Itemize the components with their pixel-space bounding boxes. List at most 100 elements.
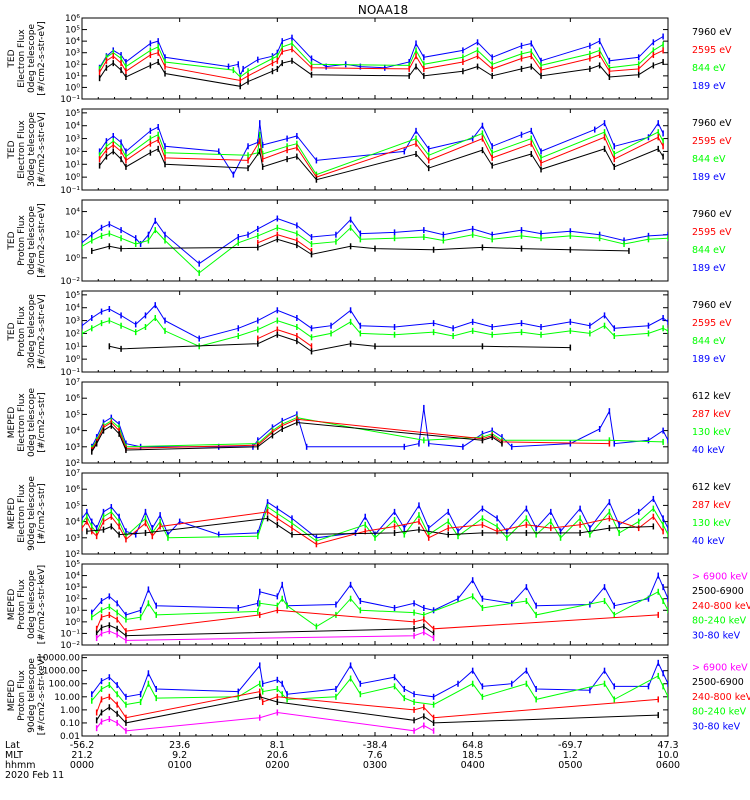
y-axis-label: TED Electron Flux 0deg telescope [#/cm2-s-s… (7, 21, 47, 96)
y-tick-label: 10000.00 (37, 654, 80, 664)
legend-entry: 844 eV (692, 336, 726, 347)
series-line-80-240-kev (91, 675, 668, 706)
series-line--6900-kev (96, 630, 434, 641)
legend-entry: 189 eV (692, 354, 726, 365)
footer-lat-value: -56.2 (70, 740, 95, 751)
legend-entry: 7960 eV (692, 27, 732, 38)
footer-lat-value: -38.4 (363, 740, 388, 751)
y-axis-label-line: [#/cm2-s-str] (37, 483, 47, 543)
legend-entry: 80-240 keV (692, 707, 747, 718)
legend-entry: 612 keV (692, 482, 731, 493)
chart-title: NOAA18 (358, 3, 408, 17)
series-line-40-kev (82, 498, 668, 539)
y-tick-label: 10³ (65, 443, 80, 453)
footer-hhmm-value: 0600 (656, 760, 680, 771)
y-axis-label-line: Proton Flux (17, 670, 27, 721)
y-axis-label-line: MEPED (7, 407, 17, 439)
y-axis-label-line: MEPED (7, 498, 17, 530)
y-tick-label: 1000.00 (43, 667, 80, 677)
series-line-30-80-kev (91, 661, 668, 698)
y-axis-label-line: TED (7, 322, 17, 341)
footer-mlt-value: 10.0 (657, 750, 678, 761)
legend-entry: 2595 eV (692, 227, 732, 238)
series-line-2500-6900 (96, 696, 659, 724)
y-tick-label: 10⁵ (65, 109, 80, 119)
footer-lat-value: 23.6 (169, 740, 190, 751)
y-tick-label: 10⁴ (65, 37, 80, 47)
footer-hhmm-value: 0100 (168, 760, 192, 771)
y-axis-label-line: [#/cm2-s-str-eV] (37, 294, 47, 369)
y-axis-label-line: 90deg telescope (27, 658, 37, 733)
series-line-844-ev (82, 227, 668, 274)
y-tick-label: 10² (65, 60, 80, 70)
legend-entry: 2595 eV (692, 45, 732, 56)
series-group (91, 572, 668, 644)
legend-entry: 7960 eV (692, 209, 732, 220)
panel-frame (81, 108, 669, 191)
y-tick-label: 10⁶ (65, 14, 80, 24)
y-axis-label-line: Electron Flux (17, 29, 27, 88)
y-tick-label: 10⁻¹ (60, 95, 80, 105)
y-tick-label: 10³ (65, 135, 80, 145)
y-axis-label: MEPED Electron Flux 90deg telescope [#/cm2-… (7, 476, 47, 551)
footer-mlt-value: 21.2 (71, 750, 92, 761)
y-tick-label: 10⁴ (65, 122, 80, 132)
y-axis-label: TED Electron Flux 30deg telescope [#/cm2-s-… (7, 112, 47, 187)
y-tick-label: 10⁷ (65, 469, 80, 479)
panel-5: 10² 10³ 10⁴ 10⁵ 10⁶ 10⁷ MEPED Electron Flux 0deg… (7, 378, 731, 469)
footer-mlt-value: 20.6 (267, 750, 288, 761)
y-axis-label-line: Proton Flux (17, 579, 27, 630)
legend-entry: 7960 eV (692, 118, 732, 129)
legend-entry: 130 keV (692, 427, 731, 438)
legend-entry: 287 keV (692, 409, 731, 420)
y-tick-label: 10⁴ (65, 427, 80, 437)
y-tick-label: 10⁻¹ (60, 629, 80, 639)
y-axis-label-line: TED (7, 231, 17, 250)
series-line-240-800-kev (96, 609, 659, 632)
legend-entry: 287 keV (692, 500, 731, 511)
panel-8: 0.010.101.0010.00100.001000.0010000.00ME… (7, 654, 750, 742)
y-axis-label-line: Electron Flux (17, 484, 27, 543)
series-line-7960-ev (109, 334, 571, 352)
y-axis-label-line: [#/cm2-s-str-keV] (37, 565, 47, 644)
series-group (91, 659, 668, 734)
legend-entry: 240-800 keV (692, 692, 750, 703)
y-tick-label: 10² (65, 459, 80, 469)
series-line-130-kev (82, 506, 668, 542)
y-tick-label: 10² (65, 147, 80, 157)
y-tick-label: 0.10 (60, 719, 80, 729)
series-line-7960-ev (99, 148, 664, 181)
footer-row-label: Lat (5, 740, 20, 751)
footer-lat-value: 64.8 (462, 740, 483, 751)
y-tick-label: 10¹ (65, 606, 80, 616)
y-tick-label: 10.00 (54, 693, 80, 703)
y-tick-label: 10⁻¹ (60, 186, 80, 196)
series-line-7960-ev (99, 60, 664, 87)
footer-hhmm-value: 0500 (558, 760, 582, 771)
footer-date: 2020 Feb 11 (5, 770, 64, 781)
y-tick-label: 10² (65, 231, 80, 241)
footer-hhmm-value: 0300 (363, 760, 387, 771)
y-axis-label-line: 0deg telescope (27, 24, 37, 94)
y-tick-label: 1.00 (60, 706, 80, 716)
series-line-2595-ev (99, 48, 664, 82)
y-tick-label: 10⁶ (65, 485, 80, 495)
y-tick-label: 10⁰ (65, 254, 80, 264)
series-group (82, 215, 668, 276)
y-tick-label: 10⁴ (65, 304, 80, 314)
y-axis-label-line: 30deg telescope (27, 294, 37, 369)
y-tick-label: 10⁰ (65, 173, 80, 183)
series-group (82, 302, 668, 355)
panel-frame (81, 654, 669, 737)
series-line-612-kev (86, 517, 654, 536)
y-axis-label-line: 90deg telescope (27, 476, 37, 551)
series-line-2500-6900 (96, 624, 434, 637)
footer-hhmm-value: 0400 (461, 760, 485, 771)
series-group (91, 404, 668, 455)
legend-entry: 2500-6900 (692, 677, 744, 688)
y-axis-label-line: 0deg telescope (27, 206, 37, 276)
legend-entry: 240-800 keV (692, 601, 750, 612)
legend-entry: > 6900 keV (692, 571, 748, 582)
